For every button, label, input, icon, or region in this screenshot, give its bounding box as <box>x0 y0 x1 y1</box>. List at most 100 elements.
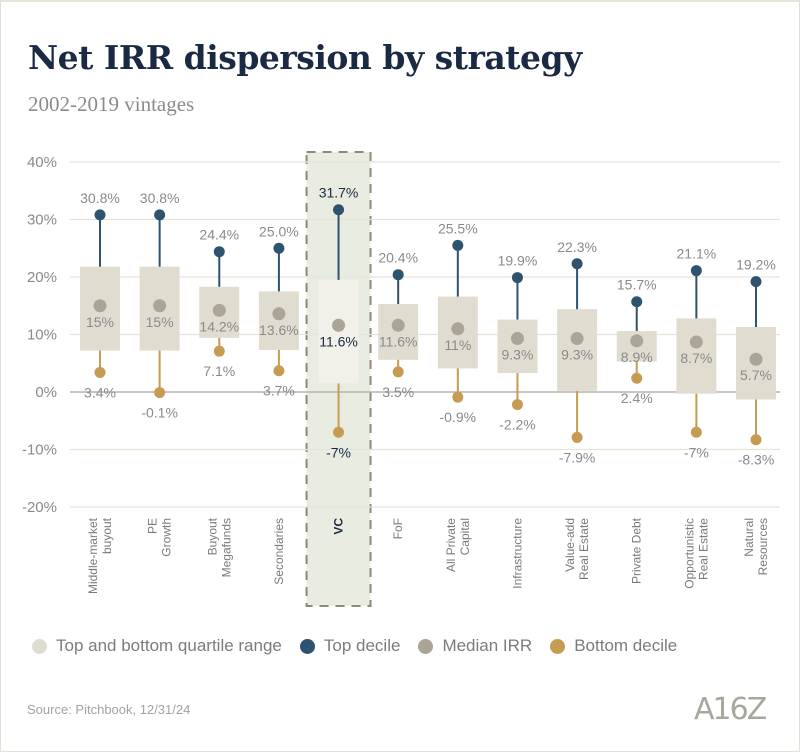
category-label: Private Debt <box>630 517 644 584</box>
bottom-decile-label: -2.2% <box>499 417 536 433</box>
top-decile-dot <box>154 209 166 221</box>
bottom-decile-dot <box>333 426 345 438</box>
top-decile-dot <box>273 242 285 254</box>
top-decile-dot <box>213 246 225 258</box>
quartile-box <box>557 309 598 391</box>
quartile-box <box>258 291 299 351</box>
median-dot <box>510 332 524 346</box>
bottom-decile-dot <box>154 387 166 399</box>
top-decile-label: 20.4% <box>378 250 418 266</box>
bottom-decile-dot <box>452 391 464 403</box>
category-label: OpportunisticReal Estate <box>682 518 710 589</box>
legend-item-quartile: Top and bottom quartile range <box>32 636 282 656</box>
bottom-decile-dot <box>392 366 404 378</box>
median-dot <box>749 352 763 366</box>
median-dot <box>212 303 226 317</box>
category-label: PEGrowth <box>146 518 174 557</box>
median-label: 15% <box>146 314 174 330</box>
median-label: 8.7% <box>680 350 712 366</box>
y-tick-label: 20% <box>27 269 57 286</box>
category-label-line: PE <box>146 518 160 534</box>
category-label-line: Real Estate <box>577 518 591 580</box>
category-label-line: Private Debt <box>630 517 644 584</box>
bottom-decile-dot <box>94 366 106 378</box>
top-decile-dot <box>94 209 106 221</box>
bottom-decile-label: 3.7% <box>263 383 295 399</box>
top-decile-label: 19.9% <box>498 253 538 269</box>
bottom-decile-dot <box>213 345 225 357</box>
category-label: Value-addReal Estate <box>563 518 591 580</box>
median-label: 11.6% <box>319 333 358 349</box>
top-decile-dot <box>333 204 345 216</box>
bottom-decile-dot <box>511 399 523 411</box>
category-label-line: Buyout <box>205 517 219 555</box>
category-label-line: Natural <box>742 518 756 557</box>
category-label: VC <box>332 518 346 535</box>
top-decile-dot <box>690 265 702 277</box>
y-tick-label: 30% <box>27 212 57 229</box>
bottom-decile-dot <box>690 426 702 438</box>
category-label-line: FoF <box>391 518 405 539</box>
category-label: All PrivateCapital <box>444 518 472 572</box>
bottom-decile-dot <box>750 434 762 446</box>
bottom-decile-dot <box>273 365 285 377</box>
category-label-line: Middle-market <box>86 517 100 594</box>
legend-item-bottom-decile: Bottom decile <box>550 636 677 656</box>
bottom-decile-label: -0.9% <box>440 409 477 425</box>
quartile-box <box>497 319 538 374</box>
top-decile-dot <box>631 296 643 308</box>
median-dot <box>332 318 346 332</box>
category-label-line: Value-add <box>563 518 577 572</box>
legend-label: Median IRR <box>442 636 533 655</box>
median-dot <box>93 299 107 313</box>
legend-swatch-median <box>418 638 434 654</box>
median-label: 9.3% <box>501 347 533 363</box>
bottom-decile-label: -0.1% <box>141 405 178 421</box>
top-decile-label: 15.7% <box>617 277 657 293</box>
source-note: Source: Pitchbook, 12/31/24 <box>27 702 191 717</box>
bottom-decile-label: 2.4% <box>621 390 653 406</box>
legend-item-top-decile: Top decile <box>299 636 401 656</box>
top-decile-dot <box>511 272 523 284</box>
median-dot <box>391 318 405 332</box>
category-label-line: Megafunds <box>219 518 233 577</box>
median-dot <box>153 299 167 313</box>
category-label-line: Resources <box>756 518 770 575</box>
median-dot <box>272 307 286 321</box>
top-decile-label: 22.3% <box>557 239 597 255</box>
bottom-decile-label: -7% <box>684 444 709 460</box>
bottom-decile-label: -7.9% <box>559 449 596 465</box>
bottom-decile-label: 3.4% <box>84 384 116 400</box>
top-decile-dot <box>571 258 583 270</box>
top-decile-dot <box>392 269 404 281</box>
category-label-line: All Private <box>444 518 458 572</box>
category-label-line: buyout <box>100 517 114 554</box>
y-tick-label: 0% <box>35 384 57 401</box>
legend-swatch-top-decile <box>299 638 315 654</box>
median-dot <box>630 334 644 348</box>
y-tick-label: 40% <box>27 154 57 171</box>
category-label: NaturalResources <box>742 518 770 575</box>
legend: Top and bottom quartile range Top decile… <box>32 636 695 656</box>
category-label: Middle-marketbuyout <box>86 517 114 594</box>
median-dot <box>451 322 465 336</box>
top-decile-dot <box>750 276 762 288</box>
y-tick-label: -10% <box>22 442 57 459</box>
top-decile-label: 31.7% <box>319 185 359 201</box>
top-decile-label: 30.8% <box>80 190 120 206</box>
category-label-line: Opportunistic <box>682 518 696 589</box>
bottom-decile-label: 3.5% <box>382 384 414 400</box>
legend-label: Top decile <box>323 636 401 655</box>
legend-label: Top and bottom quartile range <box>56 636 282 655</box>
median-label: 13.6% <box>259 322 299 338</box>
bottom-decile-dot <box>571 431 583 443</box>
bottom-decile-label: 7.1% <box>203 363 235 379</box>
category-label-line: Growth <box>160 518 174 557</box>
top-decile-dot <box>452 239 464 251</box>
category-label: Infrastructure <box>510 518 524 589</box>
median-label: 11.6% <box>379 333 418 349</box>
median-label: 11% <box>444 337 471 353</box>
quartile-box <box>378 304 419 360</box>
a16z-logo: A16Z <box>694 692 767 727</box>
y-tick-label: -20% <box>22 499 57 516</box>
